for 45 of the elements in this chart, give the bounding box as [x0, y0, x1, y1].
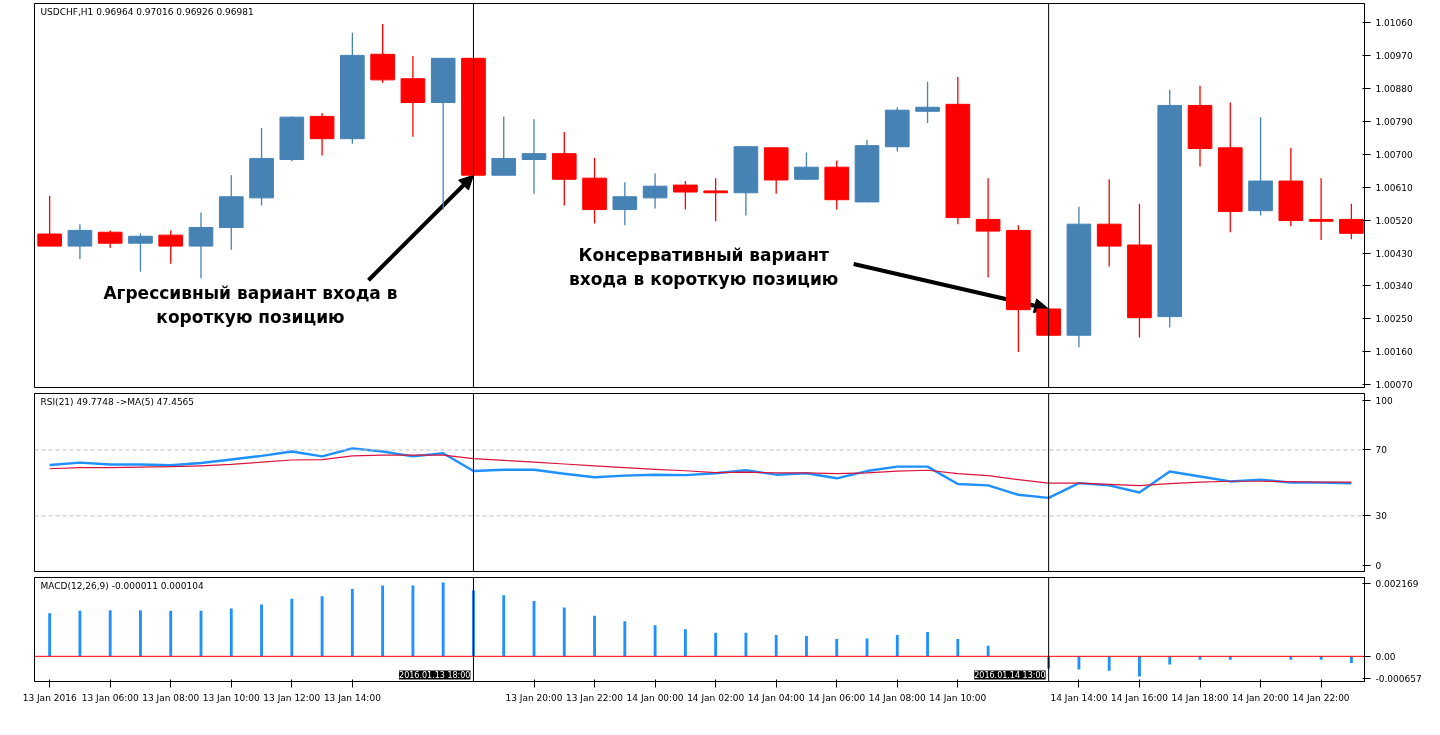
x-tick-label: 14 Jan 14:00 [1050, 692, 1108, 703]
y-tick-label: -0.000657 [1375, 673, 1422, 684]
x-tick-label: 14 Jan 00:00 [626, 692, 684, 703]
x-tick-label: 14 Jan 22:00 [1292, 692, 1350, 703]
x-tick-label: 13 Jan 2016 [22, 692, 77, 703]
y-tick-label: 70 [1375, 445, 1388, 456]
y-tick-label: 30 [1375, 511, 1388, 522]
x-tick-label: 14 Jan 18:00 [1171, 692, 1229, 703]
y-tick-label: 1.00880 [1375, 84, 1413, 95]
chart-title: RSI(21) 49.7748 ->MA(5) 47.4565 [40, 396, 195, 407]
ref-line-label: 2016.01.14 13:00 [974, 670, 1046, 680]
x-tick-label: 14 Jan 08:00 [868, 692, 927, 703]
annotation: Консервативный вариант входа в короткую позицию [568, 244, 839, 289]
x-tick-label: 13 Jan 06:00 [81, 692, 139, 703]
y-tick-label: 100 [1375, 396, 1393, 407]
ref-line-label: 2016.01.13 18:00 [399, 670, 471, 680]
chart-title: USDCHF,H1 0.96964 0.97016 0.96926 0.96981 [40, 6, 254, 17]
y-tick-label: 0.00 [1375, 651, 1396, 662]
y-tick-label: 0.002169 [1375, 578, 1419, 589]
x-tick-label: 13 Jan 08:00 [142, 692, 200, 703]
x-tick-label: 13 Jan 22:00 [566, 692, 624, 703]
x-tick-label: 14 Jan 10:00 [929, 692, 987, 703]
y-tick-label: 1.00340 [1375, 281, 1413, 292]
x-tick-label: 13 Jan 20:00 [505, 692, 563, 703]
x-tick-label: 13 Jan 12:00 [263, 692, 321, 703]
y-tick-label: 1.00160 [1375, 347, 1413, 358]
x-tick-label: 14 Jan 16:00 [1110, 692, 1169, 703]
x-tick-label: 14 Jan 20:00 [1232, 692, 1290, 703]
y-tick-label: 1.01060 [1375, 18, 1413, 29]
y-tick-label: 1.00070 [1375, 380, 1413, 391]
y-tick-label: 0 [1375, 560, 1382, 571]
annotation: Агрессивный вариант входа в короткую позицию [103, 283, 398, 328]
y-tick-label: 1.00970 [1375, 51, 1413, 62]
x-tick-label: 13 Jan 10:00 [202, 692, 261, 703]
chart-title: MACD(12,26,9) -0.000011 0.000104 [40, 580, 204, 591]
y-tick-label: 1.00700 [1375, 149, 1413, 160]
x-tick-label: 14 Jan 04:00 [747, 692, 805, 703]
x-tick-label: 14 Jan 02:00 [687, 692, 745, 703]
y-tick-label: 1.00790 [1375, 117, 1413, 128]
y-tick-label: 1.00520 [1375, 215, 1413, 226]
x-tick-label: 13 Jan 14:00 [323, 692, 382, 703]
y-tick-label: 1.00250 [1375, 314, 1413, 325]
y-tick-label: 1.00610 [1375, 182, 1413, 193]
x-tick-label: 14 Jan 06:00 [808, 692, 866, 703]
y-tick-label: 1.00430 [1375, 248, 1413, 259]
